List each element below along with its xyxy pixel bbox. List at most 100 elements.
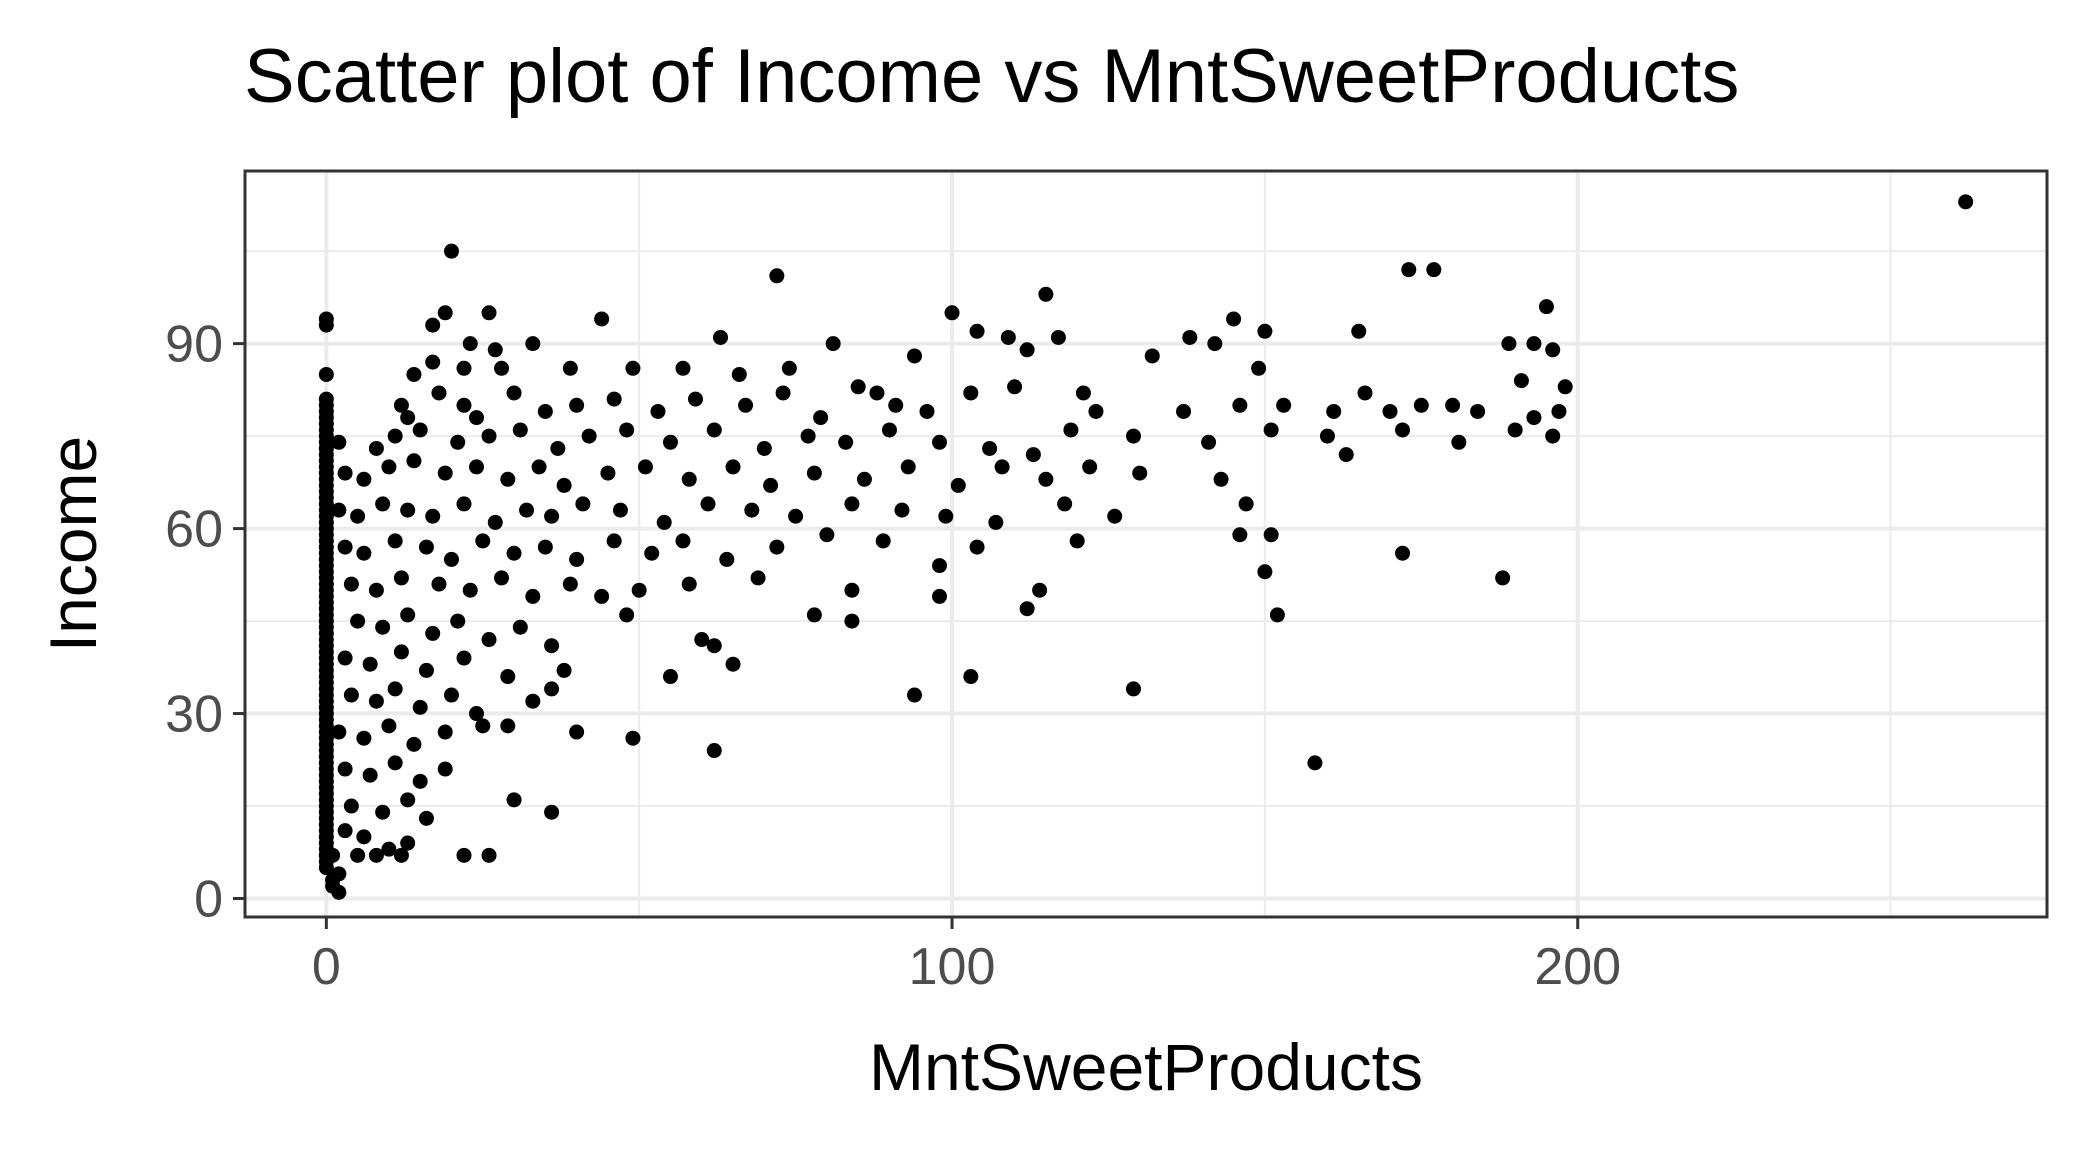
data-point [537, 403, 553, 419]
data-point [481, 428, 497, 444]
data-point [1351, 323, 1367, 339]
chart-title: Scatter plot of Income vs MntSweetProduc… [244, 34, 1739, 119]
data-point [788, 508, 804, 524]
data-point [1213, 471, 1229, 487]
x-tick-label: 0 [312, 938, 341, 996]
data-point [932, 558, 948, 574]
data-point [844, 613, 860, 629]
data-point [456, 847, 472, 863]
data-point [443, 551, 459, 567]
data-point [606, 533, 622, 549]
data-point [725, 656, 741, 672]
data-point [900, 459, 916, 475]
data-point [969, 323, 985, 339]
y-tick-label: 30 [165, 686, 223, 744]
data-point [368, 847, 384, 863]
data-point [919, 403, 935, 419]
data-point [1470, 403, 1486, 419]
data-point [475, 533, 491, 549]
data-point [318, 366, 334, 382]
data-point [1038, 471, 1054, 487]
data-point [675, 533, 691, 549]
data-point [938, 508, 954, 524]
data-point [1557, 379, 1573, 395]
x-tick-label: 100 [909, 938, 996, 996]
data-point [481, 632, 497, 648]
data-point [681, 576, 697, 592]
data-point [1025, 447, 1041, 463]
data-point [750, 570, 766, 586]
data-point [963, 385, 979, 401]
data-point [1319, 428, 1335, 444]
data-point [350, 847, 366, 863]
data-point [1069, 533, 1085, 549]
data-point [406, 453, 422, 469]
data-point [944, 305, 960, 321]
x-axis-title: MntSweetProducts [869, 1030, 1423, 1104]
data-point [506, 545, 522, 561]
data-point [331, 502, 347, 518]
data-point [763, 477, 779, 493]
data-point [387, 755, 403, 771]
data-point [1182, 329, 1198, 345]
data-point [1307, 755, 1323, 771]
data-point [1263, 422, 1279, 438]
data-point [932, 434, 948, 450]
data-point [619, 607, 635, 623]
data-point [437, 465, 453, 481]
data-point [437, 305, 453, 321]
data-point [500, 471, 516, 487]
data-point [681, 471, 697, 487]
data-point [950, 477, 966, 493]
data-point [525, 588, 541, 604]
data-point [600, 465, 616, 481]
data-point [844, 496, 860, 512]
data-point [706, 422, 722, 438]
data-point [537, 539, 553, 555]
data-point [343, 798, 359, 814]
data-point [969, 539, 985, 555]
data-point [1395, 422, 1411, 438]
data-point [331, 434, 347, 450]
data-point [700, 496, 716, 512]
data-point [387, 681, 403, 697]
data-point [525, 693, 541, 709]
data-point [469, 410, 485, 426]
data-point [581, 428, 597, 444]
data-point [331, 724, 347, 740]
data-point [337, 823, 353, 839]
data-point [819, 527, 835, 543]
data-point [888, 397, 904, 413]
data-point [350, 508, 366, 524]
data-point [500, 718, 516, 734]
data-point [412, 773, 428, 789]
data-point [1132, 465, 1148, 481]
data-point [406, 736, 422, 752]
data-point [1326, 403, 1342, 419]
data-point [625, 730, 641, 746]
data-point [356, 471, 372, 487]
data-point [982, 440, 998, 456]
data-point [475, 718, 491, 734]
data-point [393, 570, 409, 586]
data-point [368, 582, 384, 598]
data-point [1269, 607, 1285, 623]
data-point [1445, 397, 1461, 413]
data-point [418, 810, 434, 826]
data-point [425, 317, 441, 333]
data-point [775, 385, 791, 401]
x-axis: 0 100 200 [312, 917, 1621, 996]
data-point [756, 440, 772, 456]
data-point [1082, 459, 1098, 475]
data-point [1057, 496, 1073, 512]
data-point [562, 360, 578, 376]
data-point [1276, 397, 1292, 413]
data-point [1357, 385, 1373, 401]
data-point [487, 514, 503, 530]
data-point [675, 360, 691, 376]
data-point [637, 459, 653, 475]
data-point [1958, 194, 1974, 210]
data-point [1032, 582, 1048, 598]
data-point [487, 342, 503, 358]
